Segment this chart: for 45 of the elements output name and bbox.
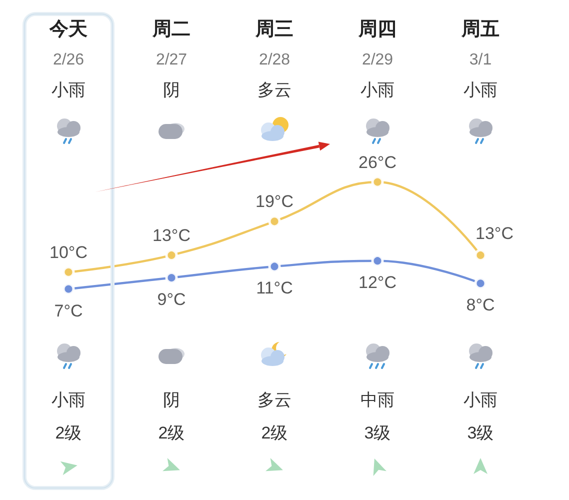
point	[371, 176, 384, 188]
text: 2级	[55, 424, 82, 442]
data-label: 7°C	[54, 301, 83, 320]
text: 多云	[258, 390, 292, 410]
text: 3级	[364, 424, 391, 442]
text: 小雨	[464, 80, 498, 100]
text: 多云	[258, 80, 292, 100]
x-tick-label: 周五	[460, 19, 500, 40]
text: 小雨	[464, 390, 498, 410]
point	[165, 248, 178, 262]
data-label: 19°C	[256, 192, 294, 212]
text: 2/28	[258, 52, 290, 68]
text: 2/29	[362, 52, 394, 68]
text: 3级	[467, 424, 494, 442]
point	[62, 282, 75, 296]
point	[165, 271, 178, 284]
text: 阴	[163, 390, 180, 410]
text: 小雨	[52, 390, 86, 410]
point	[371, 254, 384, 268]
text: 中雨	[360, 390, 394, 410]
data-label: 26°C	[358, 152, 396, 172]
text: 小雨	[52, 80, 86, 100]
data-label: 10°C	[50, 242, 88, 262]
text: 阴	[163, 80, 180, 100]
text: 2级	[261, 424, 288, 442]
point	[62, 266, 75, 278]
point	[268, 260, 281, 273]
text: 2级	[158, 424, 185, 442]
data-label: 13°C	[476, 224, 514, 243]
data-label: 9°C	[157, 290, 186, 309]
x-tick-label: 今天	[48, 19, 88, 40]
text: 小雨	[360, 80, 394, 100]
text: 3/1	[469, 52, 492, 68]
point	[474, 248, 487, 262]
point	[268, 215, 281, 228]
x-tick-label: 周三	[254, 19, 294, 40]
x-tick-label: 周四	[358, 19, 396, 40]
data-label: 8°C	[466, 296, 495, 315]
point	[474, 277, 487, 290]
x-tick-label: 周二	[152, 19, 190, 40]
data-label: 11°C	[256, 278, 293, 298]
data-label: 12°C	[358, 273, 396, 292]
data-label: 13°C	[152, 226, 190, 245]
text: 2/27	[156, 52, 188, 68]
text: 2/26	[52, 52, 84, 68]
